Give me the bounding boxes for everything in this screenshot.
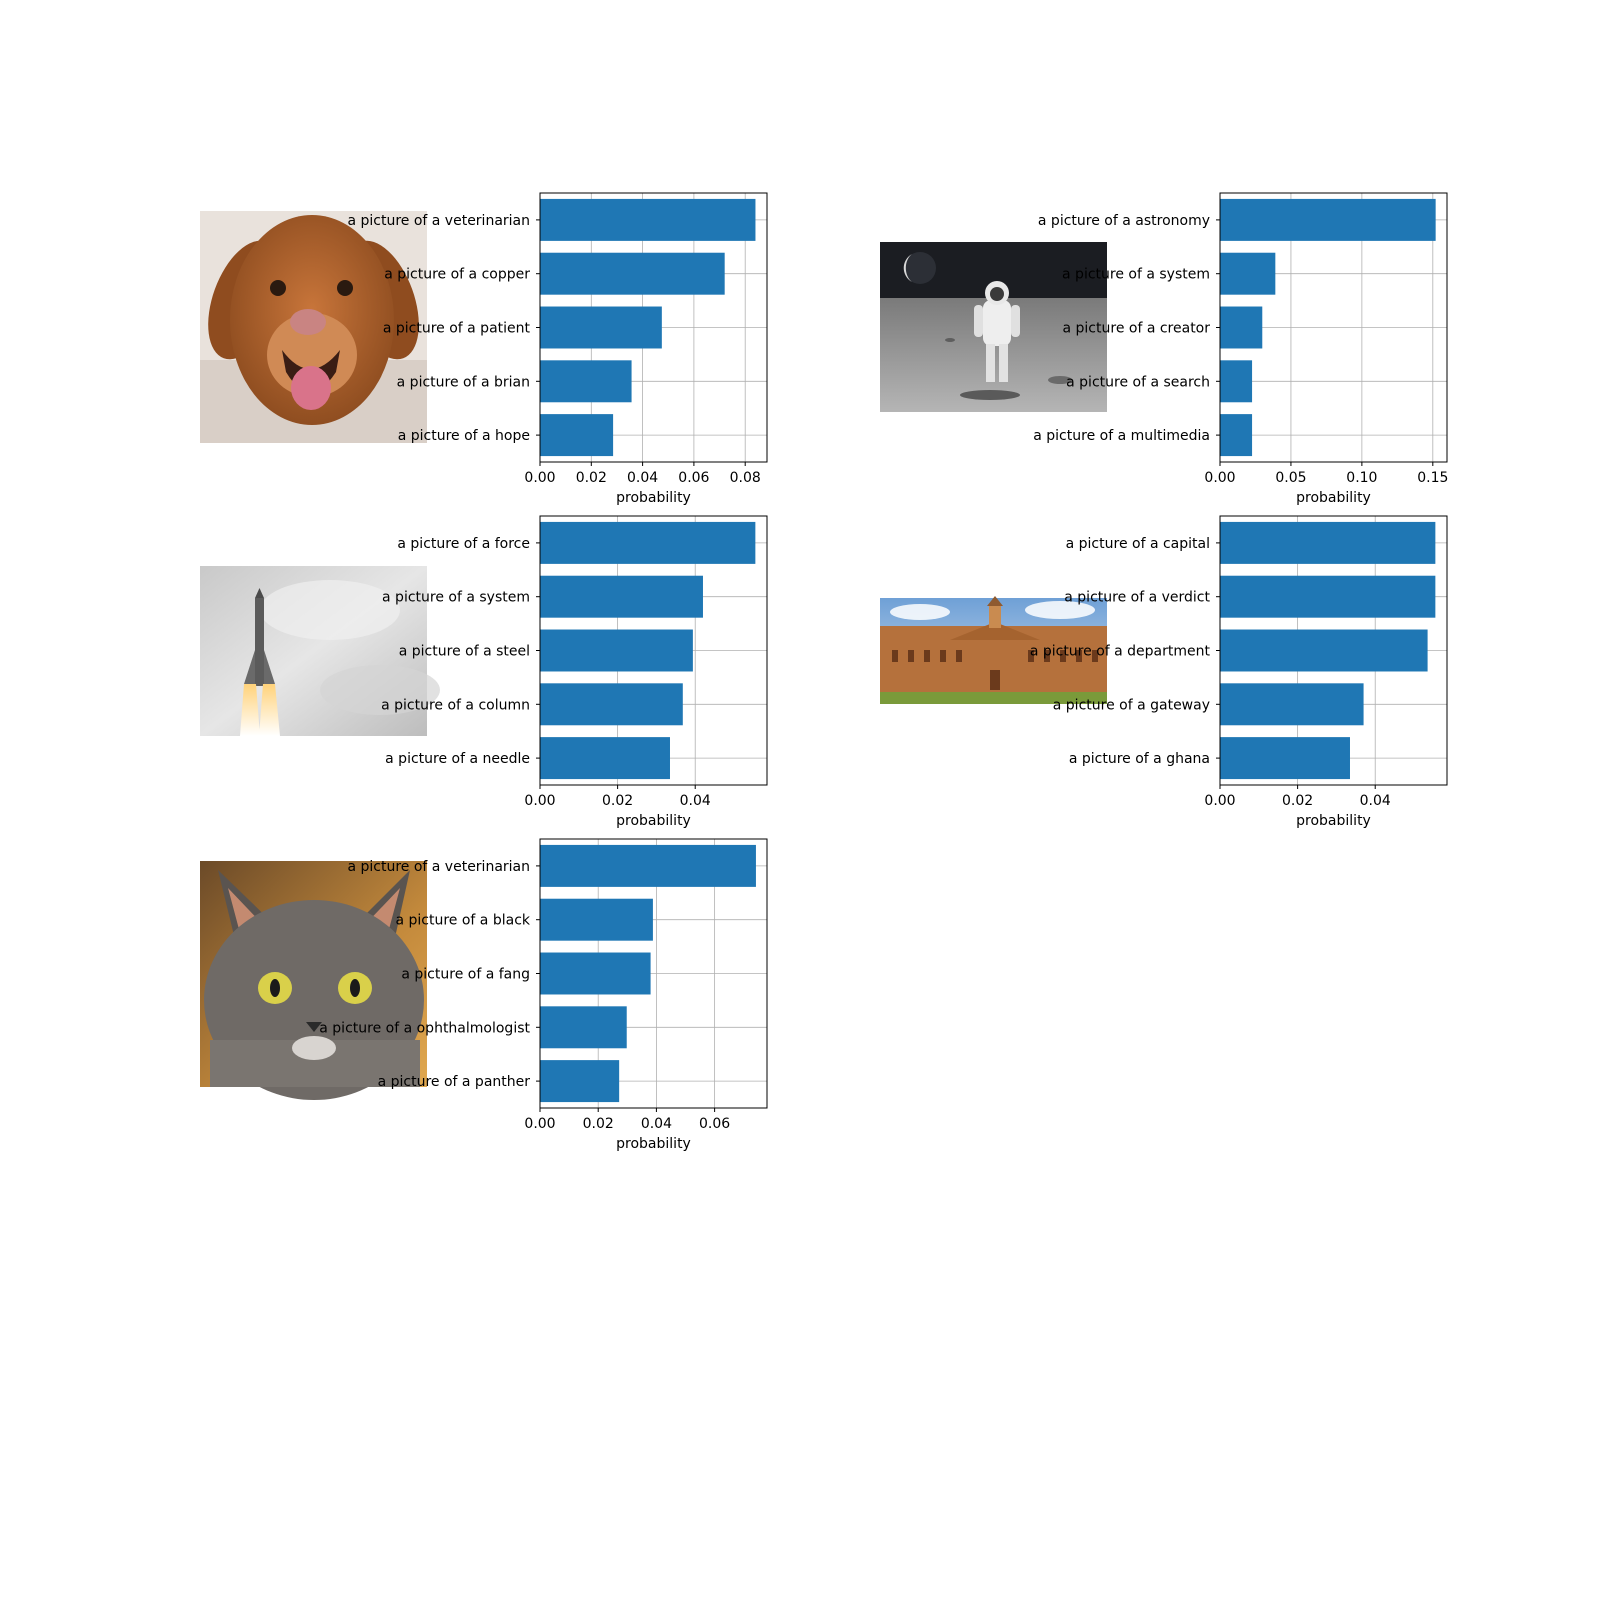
bar: [540, 629, 693, 672]
y-tick-label: a picture of a multimedia: [1033, 428, 1210, 444]
bar: [540, 737, 670, 780]
x-tick-label: 0.15: [1417, 470, 1448, 486]
bar: [540, 252, 725, 295]
x-tick-label: 0.00: [1204, 470, 1235, 486]
x-axis-label: probability: [1296, 813, 1371, 829]
bar: [1220, 737, 1350, 780]
y-tick-label: a picture of a force: [397, 536, 530, 552]
y-tick-label: a picture of a black: [395, 913, 530, 929]
y-tick-label: a picture of a veterinarian: [347, 859, 530, 875]
x-tick-label: 0.06: [678, 470, 709, 486]
x-tick-label: 0.04: [627, 470, 658, 486]
y-tick-label: a picture of a steel: [399, 644, 530, 660]
bar: [1220, 683, 1364, 726]
y-tick-label: a picture of a fang: [401, 967, 530, 983]
x-tick-label: 0.04: [641, 1116, 672, 1132]
y-tick-label: a picture of a gateway: [1053, 697, 1210, 713]
y-tick-label: a picture of a system: [382, 590, 530, 606]
y-tick-label: a picture of a system: [1062, 267, 1210, 283]
x-axis-label: probability: [616, 1136, 691, 1152]
bar: [1220, 414, 1253, 457]
x-tick-label: 0.00: [524, 793, 555, 809]
x-tick-label: 0.04: [1360, 793, 1391, 809]
bar: [1220, 629, 1428, 672]
bar: [540, 1006, 627, 1049]
astronaut-image: [880, 242, 1107, 412]
y-tick-label: a picture of a ophthalmologist: [319, 1020, 530, 1036]
x-tick-label: 0.02: [576, 470, 607, 486]
bar: [1220, 306, 1263, 349]
bar: [1220, 360, 1253, 403]
x-tick-label: 0.02: [1282, 793, 1313, 809]
bar: [540, 360, 632, 403]
chart-panel: a picture of a veterinarian a picture of …: [319, 838, 768, 1152]
y-tick-label: a picture of a patient: [383, 321, 531, 337]
y-tick-label: a picture of a veterinarian: [347, 213, 530, 229]
charts-layer: a picture of a veterinarian a picture of …: [319, 192, 1448, 1152]
y-tick-label: a picture of a capital: [1066, 536, 1210, 552]
building-image: [880, 596, 1107, 704]
bar: [540, 198, 756, 241]
chart-panel: a picture of a astronomy a picture of a s…: [1033, 192, 1448, 506]
chart-panel: a picture of a veterinarian a picture of …: [347, 192, 768, 506]
bar: [540, 575, 703, 618]
y-tick-label: a picture of a department: [1030, 644, 1211, 660]
bar: [1220, 575, 1436, 618]
y-tick-label: a picture of a ghana: [1069, 751, 1210, 767]
y-tick-label: a picture of a copper: [384, 267, 530, 283]
bar: [540, 414, 614, 457]
bar: [540, 306, 662, 349]
x-tick-label: 0.06: [699, 1116, 730, 1132]
x-axis-label: probability: [616, 490, 691, 506]
bar: [1220, 198, 1436, 241]
y-tick-label: a picture of a verdict: [1064, 590, 1210, 606]
y-tick-label: a picture of a astronomy: [1038, 213, 1210, 229]
bar: [540, 1060, 620, 1103]
dog-image: [200, 211, 427, 443]
bar: [1220, 252, 1276, 295]
x-tick-label: 0.05: [1275, 470, 1306, 486]
x-tick-label: 0.00: [1204, 793, 1235, 809]
x-tick-label: 0.02: [583, 1116, 614, 1132]
rocket-image: [200, 566, 440, 736]
bar: [540, 898, 653, 941]
bar: [1220, 521, 1436, 564]
y-tick-label: a picture of a search: [1066, 374, 1210, 390]
bar: [540, 521, 756, 564]
chart-panel: a picture of a force a picture of a syste…: [381, 515, 768, 829]
y-tick-label: a picture of a panther: [378, 1074, 531, 1090]
bar: [540, 952, 651, 995]
x-tick-label: 0.04: [680, 793, 711, 809]
x-tick-label: 0.10: [1346, 470, 1377, 486]
x-tick-label: 0.00: [524, 1116, 555, 1132]
x-axis-label: probability: [616, 813, 691, 829]
cat-image: [200, 861, 427, 1100]
bar: [540, 844, 756, 887]
x-tick-label: 0.00: [524, 470, 555, 486]
y-tick-label: a picture of a column: [381, 697, 530, 713]
y-tick-label: a picture of a creator: [1063, 321, 1211, 337]
x-axis-label: probability: [1296, 490, 1371, 506]
x-tick-label: 0.02: [602, 793, 633, 809]
x-tick-label: 0.08: [730, 470, 761, 486]
y-tick-label: a picture of a hope: [398, 428, 530, 444]
y-tick-label: a picture of a needle: [385, 751, 530, 767]
chart-panel: a picture of a capital a picture of a ver…: [1030, 515, 1448, 829]
y-tick-label: a picture of a brian: [397, 374, 530, 390]
bar: [540, 683, 683, 726]
